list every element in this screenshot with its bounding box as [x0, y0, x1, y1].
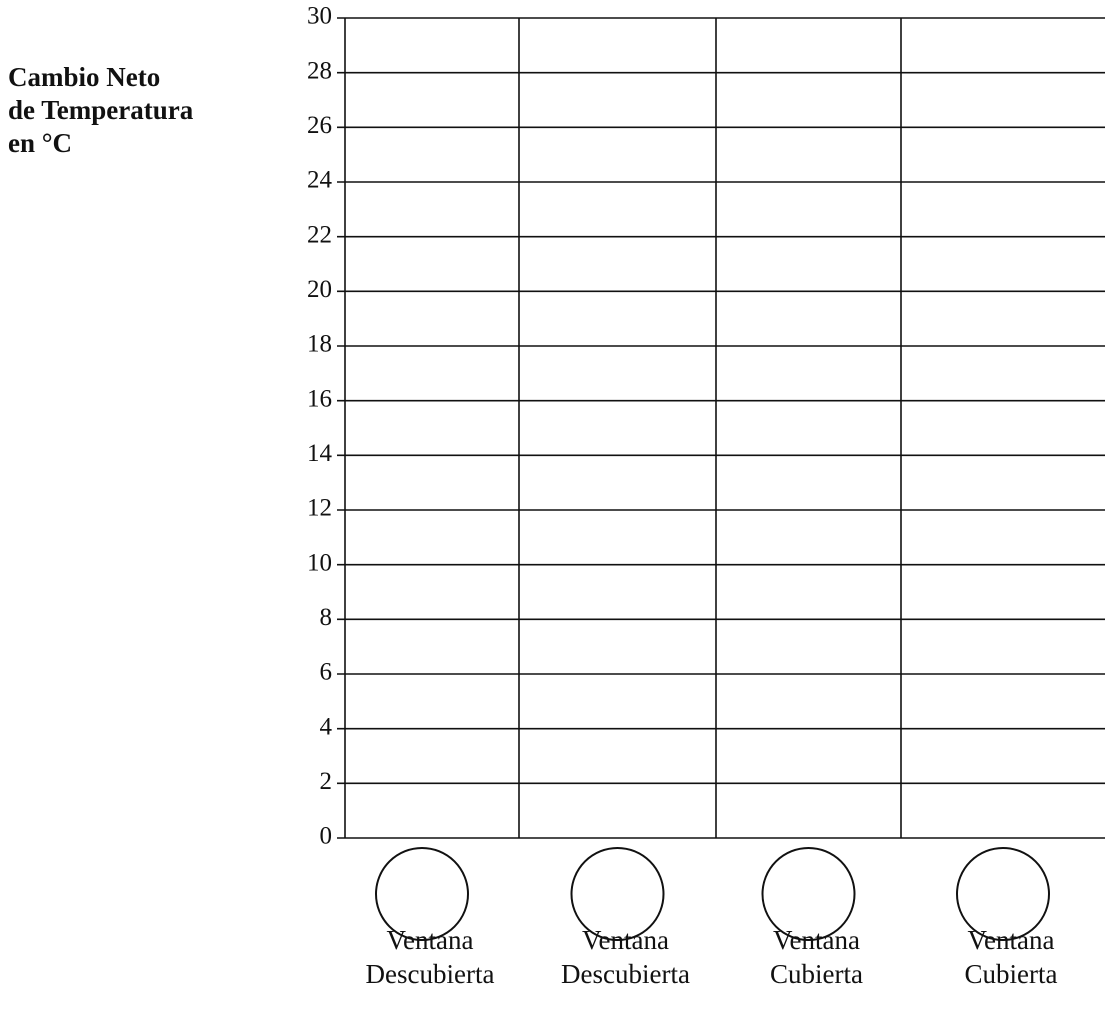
y-tick-label: 14: [307, 440, 333, 467]
y-tick-label: 24: [307, 167, 333, 194]
x-tick-label: Ventana: [773, 925, 860, 955]
category-circle: [570, 847, 665, 941]
x-tick-label: Cubierta: [770, 959, 863, 989]
y-tick-label: 28: [307, 57, 332, 84]
y-tick-label: 26: [307, 112, 332, 139]
y-tick-label: 20: [307, 276, 332, 303]
x-tick-label: Cubierta: [965, 959, 1058, 989]
x-tick-label: Ventana: [387, 925, 474, 955]
category-circle: [375, 847, 469, 941]
y-tick-label: 22: [307, 221, 332, 248]
y-axis-label: de Temperatura: [8, 95, 194, 125]
y-tick-label: 10: [307, 549, 332, 576]
y-axis-label: Cambio Neto: [8, 62, 160, 92]
y-axis-label: en °C: [8, 128, 72, 158]
y-tick-label: 2: [320, 768, 333, 795]
y-tick-label: 8: [320, 604, 333, 631]
x-tick-label: Ventana: [968, 925, 1055, 955]
x-tick-label: Descubierta: [366, 959, 495, 989]
y-tick-label: 6: [320, 659, 333, 686]
category-circle: [761, 847, 856, 941]
y-tick-label: 0: [320, 823, 333, 850]
y-tick-label: 18: [307, 331, 332, 358]
x-tick-label: Ventana: [582, 925, 669, 955]
y-tick-label: 4: [320, 713, 333, 740]
x-tick-label: Descubierta: [561, 959, 690, 989]
category-circle: [956, 847, 1050, 941]
y-tick-label: 16: [307, 385, 332, 412]
y-tick-label: 30: [307, 3, 332, 30]
y-tick-label: 12: [307, 495, 332, 522]
